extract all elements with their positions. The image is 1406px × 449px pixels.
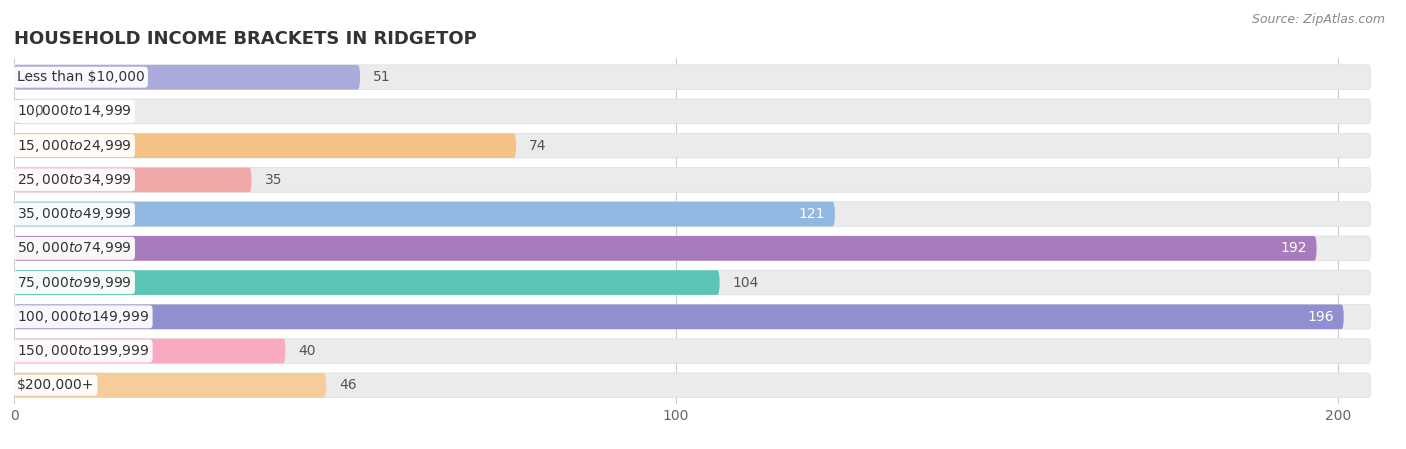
Text: $25,000 to $34,999: $25,000 to $34,999 — [17, 172, 131, 188]
Text: $75,000 to $99,999: $75,000 to $99,999 — [17, 275, 131, 291]
Text: Less than $10,000: Less than $10,000 — [17, 70, 145, 84]
Text: HOUSEHOLD INCOME BRACKETS IN RIDGETOP: HOUSEHOLD INCOME BRACKETS IN RIDGETOP — [14, 31, 477, 48]
Text: 0: 0 — [34, 105, 42, 119]
FancyBboxPatch shape — [14, 270, 1371, 295]
FancyBboxPatch shape — [14, 133, 1371, 158]
Text: $35,000 to $49,999: $35,000 to $49,999 — [17, 206, 131, 222]
Text: 40: 40 — [298, 344, 316, 358]
FancyBboxPatch shape — [14, 99, 1371, 124]
Text: 121: 121 — [799, 207, 825, 221]
FancyBboxPatch shape — [14, 167, 1371, 192]
FancyBboxPatch shape — [14, 202, 1371, 226]
FancyBboxPatch shape — [14, 65, 360, 89]
FancyBboxPatch shape — [14, 236, 1371, 261]
Text: 35: 35 — [264, 173, 283, 187]
FancyBboxPatch shape — [14, 202, 835, 226]
Text: 46: 46 — [339, 378, 357, 392]
FancyBboxPatch shape — [14, 339, 1371, 363]
FancyBboxPatch shape — [14, 373, 326, 398]
FancyBboxPatch shape — [14, 167, 252, 192]
Text: 104: 104 — [733, 276, 759, 290]
Text: 74: 74 — [529, 139, 547, 153]
FancyBboxPatch shape — [14, 304, 1371, 329]
FancyBboxPatch shape — [14, 236, 1316, 261]
Text: $50,000 to $74,999: $50,000 to $74,999 — [17, 240, 131, 256]
Text: $150,000 to $199,999: $150,000 to $199,999 — [17, 343, 149, 359]
FancyBboxPatch shape — [14, 99, 21, 124]
Text: 196: 196 — [1308, 310, 1334, 324]
FancyBboxPatch shape — [14, 270, 720, 295]
Text: $200,000+: $200,000+ — [17, 378, 94, 392]
FancyBboxPatch shape — [14, 65, 1371, 89]
FancyBboxPatch shape — [14, 339, 285, 363]
Text: Source: ZipAtlas.com: Source: ZipAtlas.com — [1251, 13, 1385, 26]
Text: 51: 51 — [373, 70, 391, 84]
Text: $15,000 to $24,999: $15,000 to $24,999 — [17, 138, 131, 154]
Text: 192: 192 — [1279, 242, 1306, 255]
FancyBboxPatch shape — [14, 373, 1371, 398]
Text: $10,000 to $14,999: $10,000 to $14,999 — [17, 103, 131, 119]
Text: $100,000 to $149,999: $100,000 to $149,999 — [17, 309, 149, 325]
FancyBboxPatch shape — [14, 304, 1344, 329]
FancyBboxPatch shape — [14, 133, 516, 158]
